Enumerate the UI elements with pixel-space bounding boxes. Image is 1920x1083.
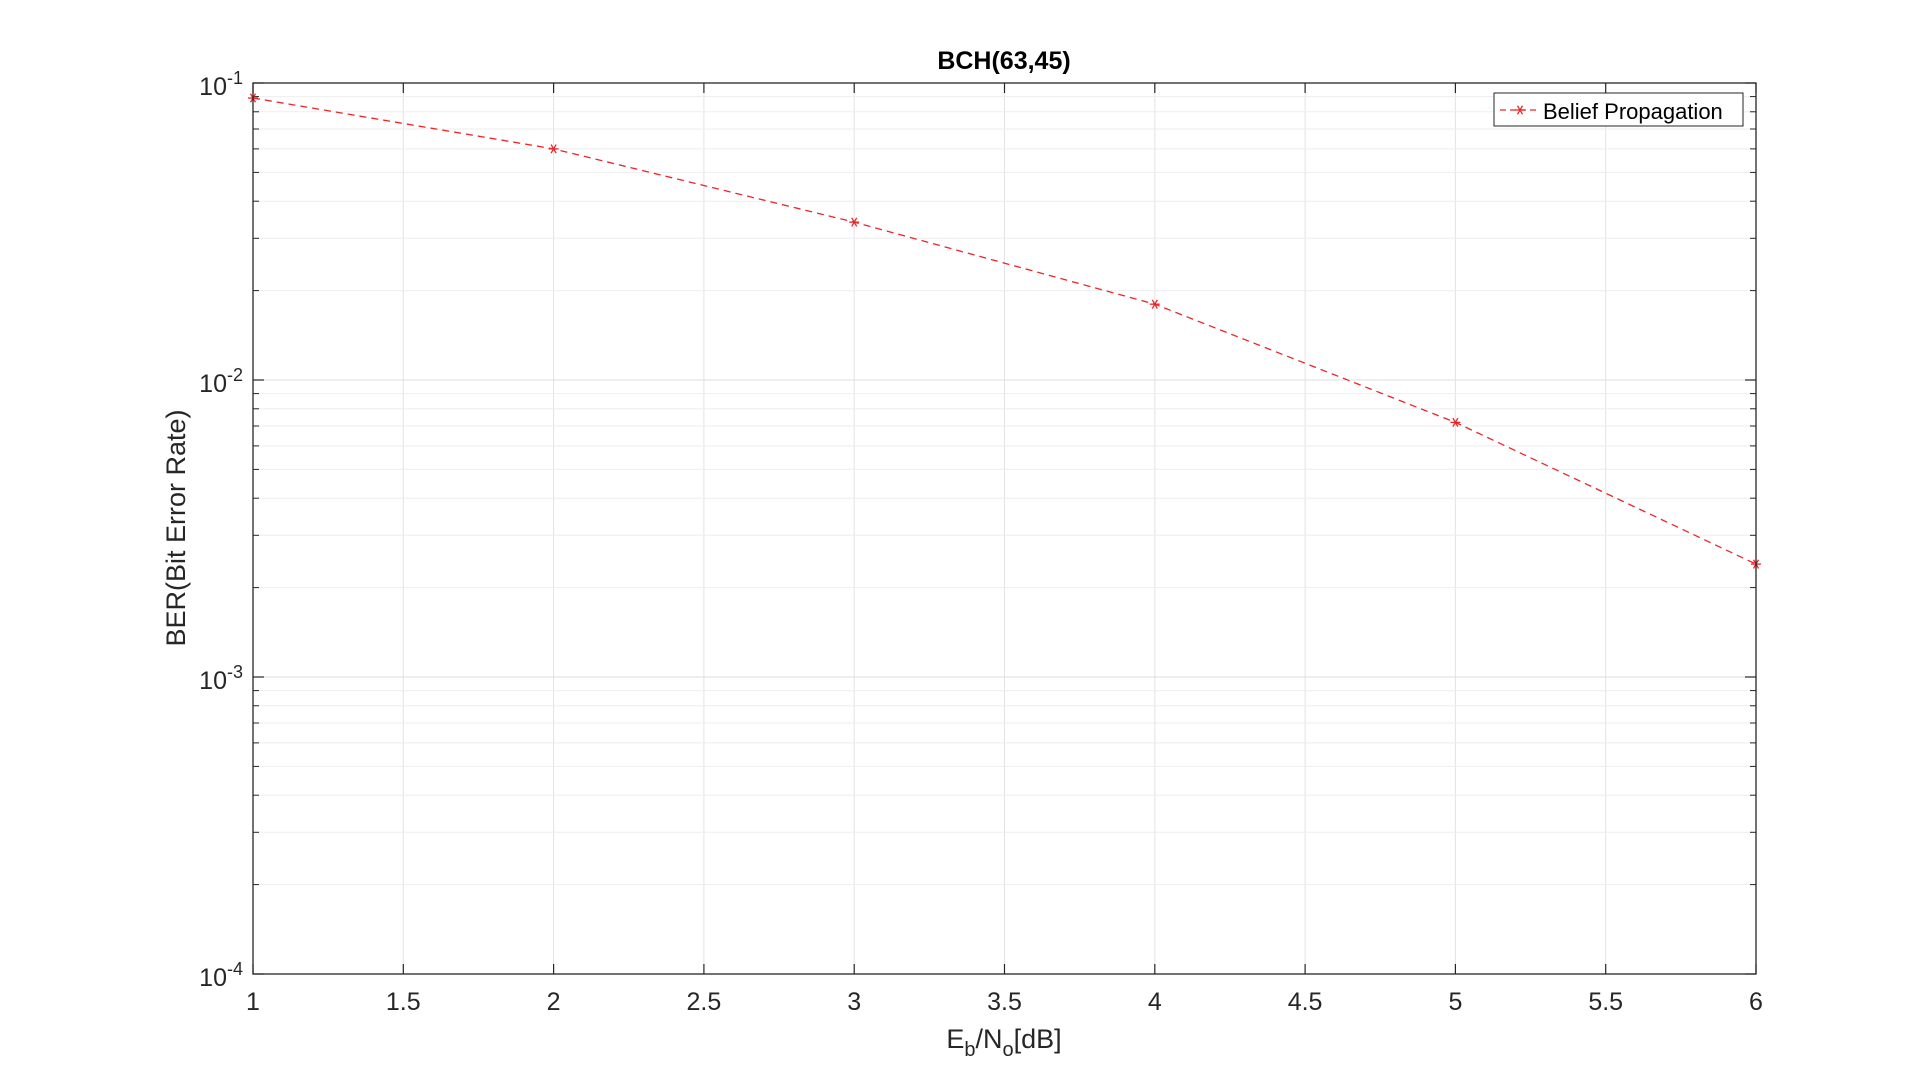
x-tick-label: 1 — [246, 988, 260, 1016]
legend-marker — [1515, 105, 1525, 115]
x-tick-label: 2 — [547, 988, 561, 1016]
y-tick-label-base: 10 — [199, 73, 227, 101]
x-tick-label: 5 — [1448, 988, 1462, 1016]
y-tick-label-base: 10 — [199, 370, 227, 398]
x-tick-labels: 1 1.5 2 2.5 3 3.5 4 4.5 5 5.5 6 — [246, 988, 1763, 1016]
data-point-marker — [1450, 417, 1461, 428]
y-tick-label-exponent: -3 — [227, 662, 243, 682]
chart-title: BCH(63,45) — [937, 47, 1070, 75]
y-tick-label: 10-2 — [199, 365, 243, 398]
y-tick-label: 10-1 — [199, 68, 243, 101]
data-point-marker-stroke — [550, 144, 557, 154]
plot-frame — [252, 82, 1757, 975]
x-axis-label-sub1: b — [964, 1039, 975, 1061]
data-point-marker — [849, 217, 860, 227]
data-point-marker — [548, 144, 559, 154]
x-axis-label-base: E — [946, 1024, 964, 1054]
y-tick-label: 10-4 — [199, 959, 243, 992]
y-axis-label: BER(Bit Error Rate) — [161, 409, 191, 646]
y-tick-label-exponent: -2 — [227, 365, 243, 385]
legend-marker-glyph — [1515, 105, 1525, 115]
x-tick-label: 6 — [1749, 988, 1763, 1016]
x-axis-label-sub2: o — [1002, 1039, 1013, 1061]
x-tick-label: 4.5 — [1288, 988, 1323, 1016]
data-point-marker — [1149, 299, 1160, 309]
x-tick-label: 4 — [1148, 988, 1162, 1016]
y-tick-label-exponent: -1 — [227, 68, 243, 88]
legend-marker-glyph-stroke — [1516, 105, 1524, 115]
x-tick-label: 5.5 — [1588, 988, 1623, 1016]
x-axis-label: Eb/No[dB] — [946, 1024, 1061, 1061]
y-tick-labels: 10-110-210-310-4 — [199, 68, 243, 992]
legend: Belief Propagation — [1493, 92, 1744, 127]
legend-label: Belief Propagation — [1543, 99, 1723, 124]
x-tick-label: 2.5 — [687, 988, 722, 1016]
y-tick-label-base: 10 — [199, 964, 227, 992]
data-point-marker-stroke — [1151, 299, 1158, 309]
series-line — [252, 97, 1757, 565]
y-tick-label-base: 10 — [199, 667, 227, 695]
x-tick-label: 3.5 — [987, 988, 1022, 1016]
data-point-marker-stroke — [1452, 417, 1459, 428]
series-layer — [248, 93, 1761, 569]
x-tick-label: 3 — [847, 988, 861, 1016]
x-axis-label-tail: [dB] — [1014, 1024, 1062, 1054]
y-tick-label-exponent: -4 — [227, 959, 243, 979]
x-tick-label: 1.5 — [386, 988, 421, 1016]
x-axis-label-mid: /N — [975, 1024, 1002, 1054]
y-tick-label: 10-3 — [199, 662, 243, 695]
data-point-marker-stroke — [851, 217, 858, 227]
